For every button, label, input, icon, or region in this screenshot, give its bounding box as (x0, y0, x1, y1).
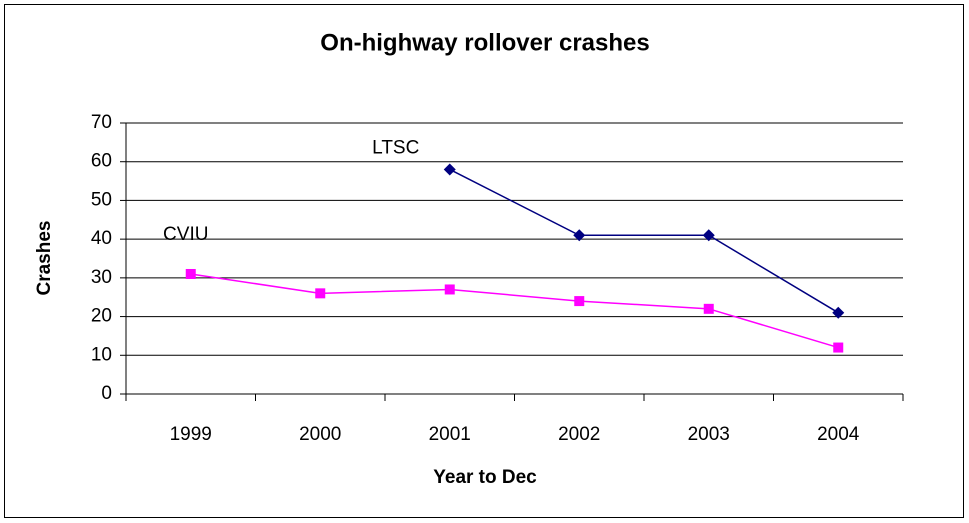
series-line (190, 273, 839, 349)
y-tick-label: 60 (91, 151, 112, 172)
x-tick-label: 2000 (299, 424, 341, 445)
marker (833, 342, 844, 353)
x-tick-label: 2004 (817, 424, 860, 445)
x-tick-label: 1999 (170, 424, 212, 445)
marker (443, 163, 456, 176)
y-tick-label: 30 (91, 267, 112, 288)
y-axis-title: Crashes (34, 221, 55, 296)
y-tick-label: 0 (101, 383, 112, 404)
x-tick-label: 2003 (688, 424, 730, 445)
marker (832, 306, 845, 319)
y-tick-label: 10 (91, 344, 112, 365)
chart-border (4, 4, 964, 518)
y-tick-label: 20 (91, 306, 112, 327)
marker (702, 229, 715, 242)
y-tick-label: 50 (91, 189, 112, 210)
marker (185, 268, 196, 279)
y-tick-label: 40 (91, 228, 112, 249)
marker (703, 303, 714, 314)
marker (315, 288, 326, 299)
series-label: CVIU (163, 224, 208, 245)
x-tick-label: 2001 (429, 424, 471, 445)
marker (573, 229, 586, 242)
series-label: LTSC (372, 137, 419, 158)
x-axis-title: Year to Dec (433, 467, 537, 488)
marker (574, 296, 585, 307)
series-line (449, 168, 839, 314)
chart-title: On-highway rollover crashes (320, 29, 649, 56)
marker (444, 284, 455, 295)
x-tick-label: 2002 (558, 424, 600, 445)
y-tick-label: 70 (91, 112, 112, 133)
